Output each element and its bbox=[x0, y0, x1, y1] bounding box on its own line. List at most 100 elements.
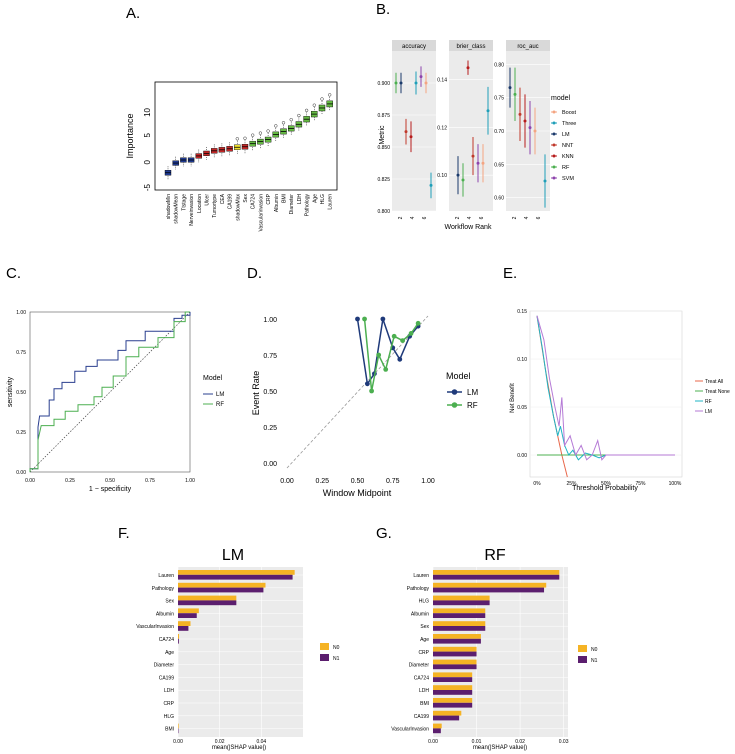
chart-a-xlabel: Lauren bbox=[328, 194, 334, 210]
chart-a-xlabel: Location bbox=[197, 194, 203, 213]
chart-b-point bbox=[429, 183, 433, 187]
chart-b-ytick: 0.12 bbox=[437, 125, 447, 131]
chart-e-xtick: 50% bbox=[601, 481, 612, 487]
chart-g-bar-n0 bbox=[433, 698, 473, 703]
chart-b-ytick: 0.80 bbox=[494, 62, 504, 68]
chart-d-frame bbox=[280, 306, 432, 476]
chart-f-bar-n1 bbox=[178, 600, 237, 606]
chart-g-bar-n1 bbox=[433, 613, 486, 618]
chart-e-ytick: 0.15 bbox=[517, 309, 527, 315]
chart-a-xlabel: CEA bbox=[220, 193, 226, 204]
chart-d-lm-point bbox=[364, 381, 370, 387]
chart-g-category-label: Diameter bbox=[409, 663, 430, 669]
chart-g-bar-n0 bbox=[433, 710, 462, 716]
chart-a-xlabel: LDH bbox=[297, 194, 303, 204]
chart-e-legend-label: Treat All bbox=[705, 379, 723, 385]
chart-d-ytick: 0.75 bbox=[263, 353, 277, 360]
chart-d-ytick: 0.50 bbox=[263, 389, 277, 396]
chart-g-bar-n0 bbox=[433, 570, 560, 575]
chart-b-xtick: 6 bbox=[536, 216, 542, 219]
chart-f-bar-n0 bbox=[178, 723, 179, 729]
chart-f-category-label: VascularInvasion bbox=[136, 624, 174, 630]
chart-f-bar-n0 bbox=[178, 621, 191, 626]
chart-f-category-label: Pathology bbox=[152, 586, 175, 592]
chart-b-legend-dot bbox=[552, 165, 556, 169]
chart-g: RF 0.00 0.01 0.02 0.03 Lauren Pathology HLG Alb… bbox=[391, 547, 597, 751]
chart-b-legend-dot bbox=[552, 121, 556, 125]
chart-a-xlabel: Ulcer bbox=[205, 194, 211, 206]
chart-b-facet-title: accuracy bbox=[402, 44, 426, 50]
chart-b-ytick: 0.800 bbox=[377, 209, 390, 215]
chart-a-ytick: 10 bbox=[143, 107, 152, 116]
chart-c-ytick: 1.00 bbox=[16, 310, 26, 316]
chart-a-xlabel: CA724 bbox=[251, 194, 257, 210]
chart-g-category-label: CRP bbox=[418, 650, 429, 656]
chart-c-legend-title: Model bbox=[203, 375, 223, 382]
chart-f-category-label: Lauren bbox=[158, 573, 174, 579]
chart-b-point bbox=[486, 109, 490, 113]
chart-b-point bbox=[424, 81, 428, 85]
chart-b-facet-strip bbox=[449, 40, 493, 51]
chart-g-bar-n0 bbox=[433, 621, 486, 626]
chart-f-bar-n0 bbox=[178, 608, 199, 614]
chart-g-category-label: CA199 bbox=[414, 714, 430, 720]
chart-g-bar-n1 bbox=[433, 690, 473, 695]
chart-a-xlabel: Nerveinvasion bbox=[189, 194, 195, 226]
chart-f-bar-n0 bbox=[178, 595, 237, 601]
chart-b-legend-dot bbox=[552, 143, 556, 147]
chart-b-legend-title: model bbox=[551, 95, 571, 102]
chart-f-category-label: HLG bbox=[164, 714, 174, 720]
chart-a-xlabel: Age bbox=[312, 194, 318, 203]
chart-b-ytick: 0.850 bbox=[377, 145, 390, 151]
chart-e-ylabel: Net Benefit bbox=[510, 383, 516, 413]
chart-g-category-label: HLG bbox=[419, 599, 429, 605]
panel-label-e: E. bbox=[503, 265, 517, 282]
chart-a-outlier bbox=[320, 97, 324, 101]
chart-b-point bbox=[414, 81, 418, 85]
chart-b-ytick: 0.70 bbox=[494, 129, 504, 135]
chart-g-bar-n1 bbox=[433, 728, 441, 734]
chart-f-category-label: Diameter bbox=[154, 663, 175, 669]
chart-g-bar-n1 bbox=[433, 587, 545, 593]
chart-d-xtick: 1.00 bbox=[421, 478, 435, 485]
chart-b-legend-dot bbox=[552, 110, 556, 114]
chart-g-legend-n0-swatch bbox=[578, 645, 587, 652]
chart-d-legend-title: Model bbox=[446, 371, 471, 381]
chart-a-outlier bbox=[266, 129, 270, 133]
chart-c-xtick: 0.75 bbox=[145, 478, 155, 484]
chart-b-point bbox=[456, 173, 460, 177]
chart-b-ytick: 0.10 bbox=[437, 173, 447, 179]
chart-g-legend-n0: N0 bbox=[591, 647, 598, 653]
chart-d-lm-point bbox=[355, 316, 360, 322]
chart-g-bar-n1 bbox=[433, 638, 481, 644]
chart-g-xtick: 0.02 bbox=[515, 739, 525, 745]
chart-b-xtick: 2 bbox=[398, 216, 404, 219]
chart-g-category-label: Albumin bbox=[411, 611, 429, 617]
chart-f-bar-n0 bbox=[178, 570, 295, 575]
chart-b-ytick: 0.875 bbox=[377, 113, 390, 119]
chart-b-ylabel: Metric bbox=[379, 125, 386, 145]
chart-f-category-label: Sex bbox=[165, 599, 174, 605]
chart-b-ytick: 0.900 bbox=[377, 81, 390, 87]
chart-f-category-label: Age bbox=[165, 650, 174, 656]
chart-a-xlabel: CRP bbox=[266, 193, 272, 204]
chart-a-outlier bbox=[297, 113, 301, 118]
chart-a-xlabel: Tumortype bbox=[212, 194, 218, 218]
chart-d-legend-rf-dot bbox=[451, 402, 458, 408]
chart-a-xlabel: Albumin bbox=[274, 194, 280, 212]
chart-b-point bbox=[528, 126, 532, 130]
chart-b-xtick: 2 bbox=[455, 216, 461, 219]
chart-c-ytick: 0.75 bbox=[16, 350, 26, 356]
chart-a-ytick: 5 bbox=[143, 132, 152, 137]
chart-g-category-label: Pathology bbox=[407, 586, 430, 592]
chart-g-category-label: CA724 bbox=[414, 675, 430, 681]
chart-a-xlabel: Ttstage bbox=[181, 194, 187, 211]
chart-b-point bbox=[409, 135, 413, 139]
chart-e-rf-line bbox=[536, 315, 607, 461]
chart-b-ytick: 0.825 bbox=[377, 177, 390, 183]
chart-e-xlabel: Threshold Probability bbox=[572, 485, 638, 492]
chart-f-category-label: BMI bbox=[165, 727, 174, 733]
chart-g-bar-n0 bbox=[433, 595, 490, 601]
chart-d-xtick: 0.75 bbox=[386, 478, 400, 485]
